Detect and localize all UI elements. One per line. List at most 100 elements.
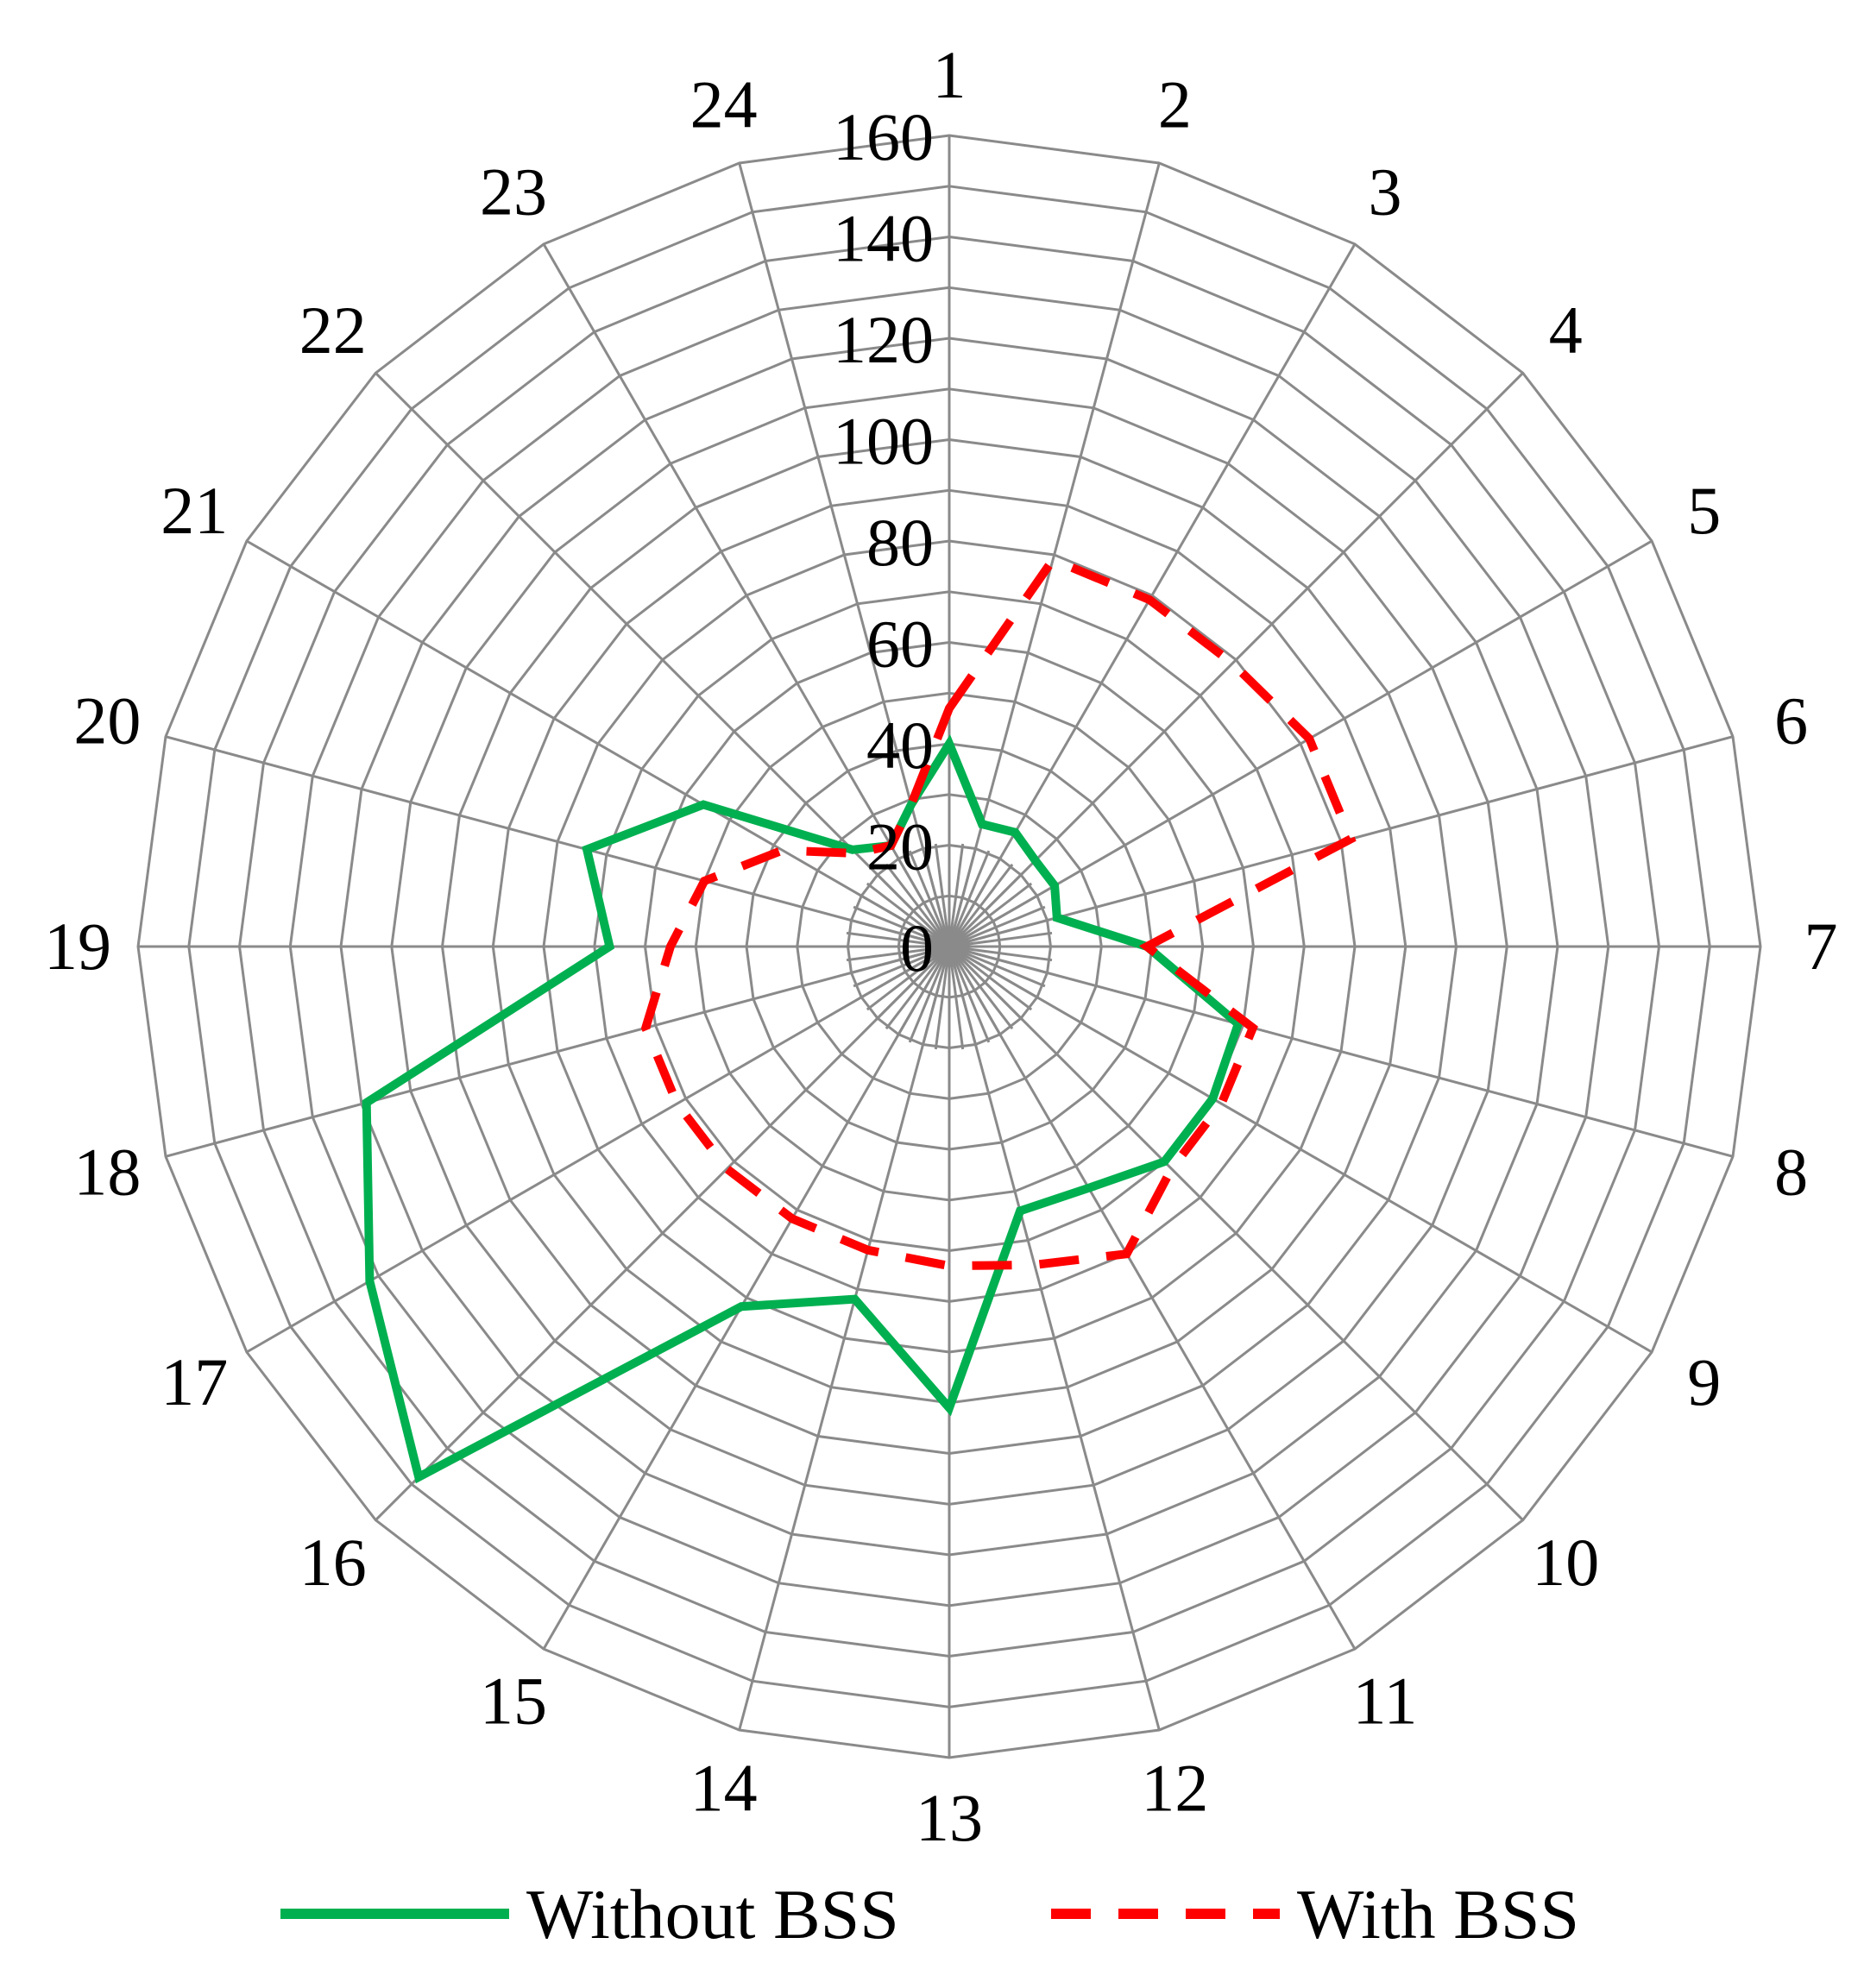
category-label: 4 [1549,293,1583,368]
grid-hub-spoke [896,946,951,1037]
radar-grid [136,134,1762,1759]
category-label: 8 [1774,1134,1808,1209]
grid-hub-spoke [859,893,950,948]
r-tick-label: 20 [866,809,934,884]
grid-hub-spoke [846,931,950,948]
r-tick-label: 120 [833,302,934,377]
grid-spoke [246,539,950,948]
grid-hub-spoke [948,946,978,1047]
grid-hub-spoke [948,946,1003,1037]
grid-spoke [948,946,1161,1731]
category-label: 23 [480,154,547,229]
grid-spoke [165,735,950,948]
grid-hub-spoke [948,863,1014,947]
grid-hub-spoke [948,945,1050,975]
category-label: 7 [1804,909,1838,984]
series-layer [362,554,1357,1484]
grid-hub-spoke [859,945,950,1000]
grid-spoke [948,946,1357,1650]
grid-spoke [948,945,1653,1354]
grid-hub-spoke [948,945,1053,962]
category-label: 19 [44,909,111,984]
grid-hub-spoke [908,946,951,1043]
r-tick-label: 140 [833,201,934,276]
grid-spoke [948,945,1524,1521]
grid-hub-spoke [846,945,950,962]
grid-spoke [246,945,950,1354]
grid-spoke [165,945,950,1158]
grid-spoke [738,946,951,1731]
grid-hub-spoke [948,946,991,1043]
grid-hub-spoke [948,945,1033,1011]
category-label: 5 [1687,473,1721,548]
category-label: 16 [299,1525,367,1600]
category-label: 13 [916,1780,983,1855]
category-label: 10 [1532,1525,1599,1600]
grid-hub-spoke [948,893,1040,948]
grid-hub-spoke [948,918,1050,948]
grid-hub-spoke [948,850,991,947]
category-label: 24 [690,66,758,142]
category-label: 12 [1141,1751,1208,1826]
r-tick-label: 100 [833,404,934,479]
grid-spoke [542,243,951,947]
category-label: 2 [1158,66,1192,142]
grid-hub-spoke [948,946,965,1050]
grid-hub-spoke [908,850,951,947]
grid-hub-spoke [896,856,951,947]
category-label: 6 [1774,683,1808,758]
grid-hub-spoke [885,946,951,1030]
grid-hub-spoke [948,945,1040,1000]
category-label: 17 [161,1344,228,1419]
grid-hub-spoke [948,846,978,947]
category-label: 15 [480,1664,547,1739]
grid-center [937,934,961,959]
grid-spoke [738,162,951,947]
category-label: 20 [73,683,141,758]
r-tick-label: 80 [866,505,934,580]
r-tick-label: 60 [866,607,934,682]
grid-hub-spoke [948,931,1053,948]
category-label: 21 [161,473,228,548]
grid-spoke [948,539,1653,948]
grid-spoke [948,372,1524,948]
grid-hub-spoke [885,863,951,947]
grid-hub-spoke [934,843,951,947]
grid-hub-spoke [853,945,950,988]
category-label: 3 [1369,154,1402,229]
grid-spoke [542,946,951,1650]
legend-label-without-bss: Without BSS [526,1875,899,1953]
grid-hub-spoke [921,846,951,947]
grid-hub-spoke [948,945,1046,988]
grid-hub-spoke [875,872,951,948]
grid-spoke [948,162,1161,947]
category-label: 11 [1352,1664,1417,1739]
category-label: 9 [1687,1344,1721,1419]
grid-hub-spoke [875,945,951,1021]
radial-tick-labels: 0 20 40 60 80 100 120 140 160 [833,99,934,985]
grid-hub-spoke [948,946,1014,1030]
category-label: 14 [690,1751,758,1826]
r-tick-label: 160 [833,99,934,174]
category-label: 18 [73,1134,141,1209]
legend-label-with-bss: With BSS [1297,1875,1579,1953]
grid-hub-spoke [853,905,950,948]
legend: Without BSS With BSS [280,1875,1579,1953]
r-tick-label: 40 [866,708,934,783]
r-tick-label: 0 [900,910,934,985]
grid-hub-spoke [866,945,950,1011]
category-label: 1 [933,37,967,112]
grid-hub-spoke [948,905,1046,948]
category-label: 22 [299,293,367,368]
grid-hub-spoke [921,946,951,1047]
grid-hub-spoke [848,945,950,975]
grid-hub-spoke [866,882,950,948]
grid-hub-spoke [934,946,951,1050]
grid-hub-spoke [948,872,1023,948]
grid-hub-spoke [848,918,950,948]
grid-spoke [375,945,951,1521]
grid-hub-spoke [948,856,1003,947]
grid-spoke [948,945,1734,1158]
